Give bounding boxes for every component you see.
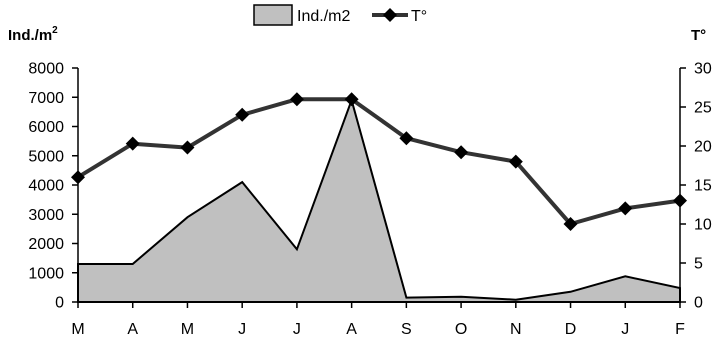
temp-point	[508, 154, 523, 169]
x-tick-label: N	[510, 321, 522, 338]
temp-point	[344, 92, 359, 107]
temp-point	[563, 217, 578, 231]
x-tick-label: O	[455, 321, 467, 338]
x-tick-label: A	[127, 321, 138, 338]
y-left-tick-label: 3000	[28, 207, 64, 224]
temp-point	[454, 145, 469, 160]
y-left-tick-label: 7000	[28, 90, 64, 107]
x-tick-label: M	[71, 321, 84, 338]
axes: 0 1000 2000 3000 4000 5000 6000 7000 8000 0 5 10 15 2…	[28, 61, 711, 339]
series-area-ind-m2	[77, 96, 681, 303]
x-tick-label: J	[293, 321, 301, 338]
plot-area	[71, 92, 687, 303]
temp-point	[180, 140, 195, 155]
x-tick-label: J	[621, 321, 629, 338]
temp-point	[289, 92, 304, 107]
legend: Ind./m2 T°	[253, 4, 427, 26]
legend-label-temp: T°	[411, 8, 427, 25]
legend-swatch-area	[253, 4, 293, 26]
x-tick-label: S	[401, 321, 412, 338]
y-right-tick-label: 20	[694, 139, 712, 156]
temp-point	[399, 131, 414, 146]
y-right-tick-label: 15	[694, 178, 712, 195]
y-left-tick-label: 6000	[28, 119, 64, 136]
temp-point	[125, 136, 140, 151]
x-tick-label: A	[346, 321, 357, 338]
y-left-tick-label: 2000	[28, 236, 64, 253]
x-tick-label: M	[181, 321, 194, 338]
y-right-axis-title: T°	[691, 27, 706, 44]
x-tick-label: D	[565, 321, 577, 338]
y-left-axis-title: Ind./m2	[8, 25, 58, 44]
y-right-tick-label: 5	[694, 256, 703, 273]
y-left-tick-label: 1000	[28, 265, 64, 282]
y-left-tick-label: 0	[55, 295, 64, 312]
y-left-tick-label: 8000	[28, 61, 64, 78]
y-left-tick-label: 5000	[28, 148, 64, 165]
y-right-tick-label: 0	[694, 295, 703, 312]
y-right-tick-label: 10	[694, 217, 712, 234]
legend-marker-temp	[383, 8, 397, 22]
legend-label-area: Ind./m2	[297, 8, 350, 25]
y-left-tick-label: 4000	[28, 178, 64, 195]
y-right-tick-label: 30	[694, 61, 712, 78]
series-line-temp	[76, 97, 681, 226]
temp-point	[235, 107, 250, 122]
x-tick-label: F	[675, 321, 685, 338]
y-right-tick-label: 25	[694, 100, 712, 117]
temp-point	[618, 201, 633, 216]
x-tick-label: J	[238, 321, 246, 338]
